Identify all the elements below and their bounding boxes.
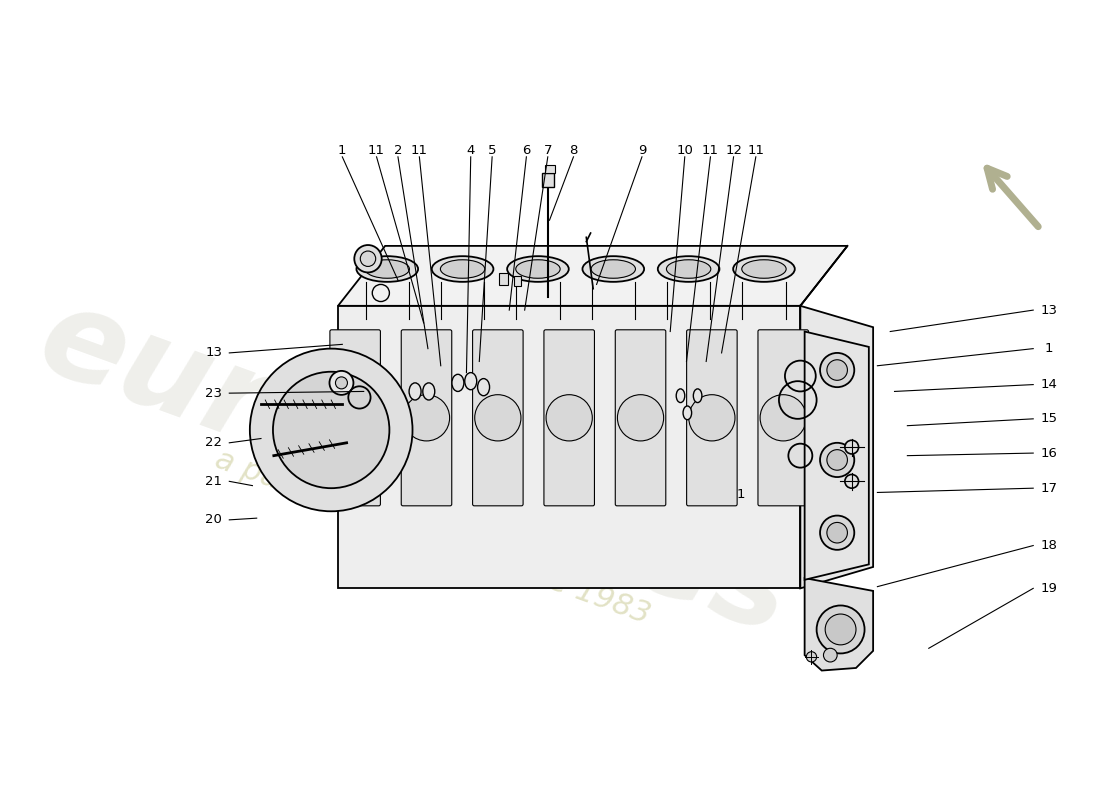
Text: a passion for parts since 1983: a passion for parts since 1983 (210, 445, 653, 630)
Circle shape (273, 372, 389, 488)
Bar (546, 165, 556, 173)
Circle shape (404, 394, 450, 441)
Circle shape (845, 474, 859, 488)
Circle shape (820, 443, 855, 477)
Text: 6: 6 (522, 143, 530, 157)
Circle shape (845, 440, 859, 454)
Circle shape (824, 648, 837, 662)
Circle shape (827, 522, 847, 543)
Circle shape (332, 394, 378, 441)
Text: 11: 11 (747, 143, 764, 157)
Circle shape (546, 394, 592, 441)
Ellipse shape (422, 383, 435, 400)
Circle shape (816, 606, 865, 654)
Circle shape (617, 394, 663, 441)
Circle shape (825, 614, 856, 645)
Circle shape (806, 652, 816, 662)
Ellipse shape (365, 260, 409, 278)
Ellipse shape (658, 256, 719, 282)
Text: 5: 5 (488, 143, 496, 157)
Polygon shape (338, 306, 801, 588)
Text: 1: 1 (338, 143, 346, 157)
Text: 11: 11 (411, 143, 428, 157)
Ellipse shape (683, 406, 692, 420)
Text: 15: 15 (1041, 412, 1057, 426)
Circle shape (475, 394, 521, 441)
Text: 21: 21 (206, 475, 222, 488)
Text: 10: 10 (676, 143, 693, 157)
Text: 2: 2 (394, 143, 403, 157)
Circle shape (820, 515, 855, 550)
Ellipse shape (477, 378, 490, 396)
Text: 13: 13 (1041, 304, 1057, 317)
Circle shape (361, 251, 376, 266)
Circle shape (250, 349, 412, 511)
FancyBboxPatch shape (543, 330, 594, 506)
Text: 16: 16 (1041, 446, 1057, 459)
Circle shape (827, 360, 847, 380)
Ellipse shape (741, 260, 786, 278)
Text: 14: 14 (1041, 378, 1057, 391)
Text: 11: 11 (702, 143, 719, 157)
Ellipse shape (583, 256, 645, 282)
Circle shape (354, 245, 382, 273)
Circle shape (760, 394, 806, 441)
Text: 4: 4 (466, 143, 475, 157)
Polygon shape (804, 331, 869, 580)
Ellipse shape (440, 260, 485, 278)
Ellipse shape (667, 260, 711, 278)
FancyBboxPatch shape (473, 330, 524, 506)
Ellipse shape (432, 256, 494, 282)
FancyBboxPatch shape (686, 330, 737, 506)
Text: 1: 1 (736, 488, 745, 501)
Text: 12: 12 (725, 143, 742, 157)
Text: 22: 22 (206, 436, 222, 450)
Polygon shape (338, 246, 847, 306)
Ellipse shape (409, 383, 421, 400)
Polygon shape (804, 578, 873, 670)
FancyBboxPatch shape (330, 330, 381, 506)
Text: 23: 23 (206, 386, 222, 400)
Ellipse shape (516, 260, 560, 278)
Circle shape (820, 353, 855, 387)
Circle shape (827, 450, 847, 470)
Ellipse shape (733, 256, 795, 282)
Bar (542, 173, 553, 187)
Text: 19: 19 (1041, 582, 1057, 595)
Circle shape (330, 371, 353, 395)
Ellipse shape (591, 260, 636, 278)
Ellipse shape (507, 256, 569, 282)
Text: 20: 20 (206, 514, 222, 526)
Text: 7: 7 (543, 143, 552, 157)
Circle shape (689, 394, 735, 441)
Ellipse shape (676, 389, 685, 402)
Ellipse shape (464, 373, 476, 390)
Ellipse shape (693, 389, 702, 402)
Bar (499, 274, 507, 286)
Polygon shape (801, 306, 873, 588)
Text: 17: 17 (1041, 482, 1057, 494)
Bar (515, 276, 521, 286)
FancyBboxPatch shape (758, 330, 808, 506)
Text: 8: 8 (570, 143, 578, 157)
FancyBboxPatch shape (615, 330, 666, 506)
Text: 18: 18 (1041, 539, 1057, 552)
Text: 9: 9 (638, 143, 646, 157)
Ellipse shape (356, 256, 418, 282)
Text: 13: 13 (206, 346, 222, 359)
Text: 1: 1 (1044, 342, 1053, 355)
Circle shape (336, 377, 348, 389)
Text: 11: 11 (368, 143, 385, 157)
FancyBboxPatch shape (402, 330, 452, 506)
Ellipse shape (452, 374, 464, 391)
Text: eurospares: eurospares (23, 277, 807, 661)
